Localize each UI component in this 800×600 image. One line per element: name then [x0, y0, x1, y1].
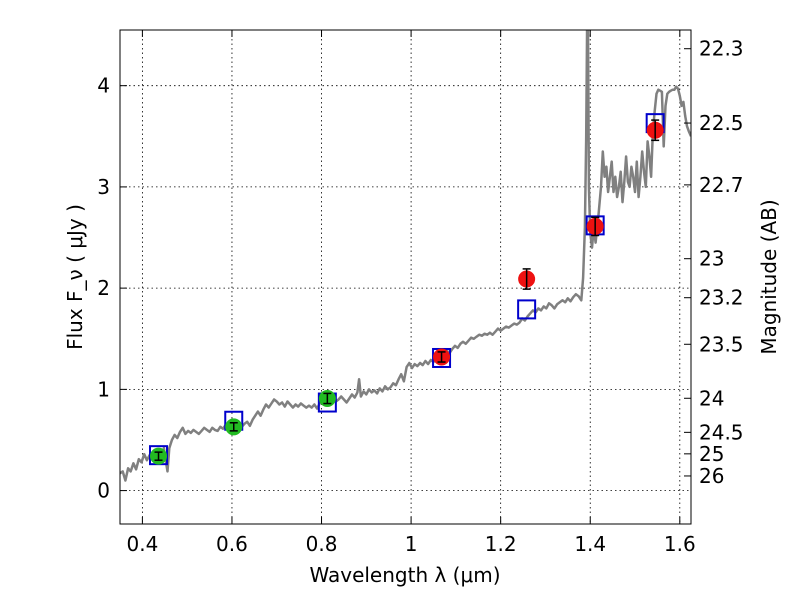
y-axis-label: Flux F_ν ( μJy ): [63, 204, 87, 350]
x-axis-label: Wavelength λ (μm): [309, 563, 500, 587]
x-tick-label: 1.2: [485, 532, 517, 556]
right-tick-label: 23.2: [699, 286, 744, 310]
right-tick-label: 23: [699, 247, 724, 271]
x-tick-label: 1: [405, 532, 418, 556]
y-tick-label: 0: [97, 479, 110, 503]
right-tick-label: 25: [699, 442, 724, 466]
plot-frame: [119, 29, 692, 525]
right-tick-label: 24.5: [699, 420, 744, 444]
right-tick-label: 26: [699, 464, 724, 488]
right-axis-label: Magnitude (AB): [757, 199, 781, 354]
right-tick-label: 23.5: [699, 332, 744, 356]
x-tick-label: 1.6: [664, 532, 696, 556]
markers: [149, 113, 665, 466]
x-tick-label: 1.4: [574, 532, 606, 556]
x-tick-label: 0.4: [126, 532, 158, 556]
ticks: 0.4 0.6 0.8 1 1.2 1.4 1.60123422.322.522.72323…: [97, 30, 744, 556]
spectrum: [120, 30, 691, 482]
y-tick-label: 3: [97, 175, 110, 199]
right-tick-label: 22.7: [699, 173, 744, 197]
model-square-marker: [517, 299, 537, 320]
right-tick-label: 22.5: [699, 111, 744, 135]
series-line-model-spectrum: [120, 30, 691, 482]
x-tick-label: 0.6: [216, 532, 248, 556]
x-tick-label: 0.8: [306, 532, 338, 556]
right-tick-label: 22.3: [699, 37, 744, 61]
y-tick-label: 1: [97, 377, 110, 401]
y-tick-label: 2: [97, 276, 110, 300]
right-tick-label: 24: [699, 386, 724, 410]
grid: [120, 30, 691, 524]
y-tick-label: 4: [97, 74, 110, 98]
